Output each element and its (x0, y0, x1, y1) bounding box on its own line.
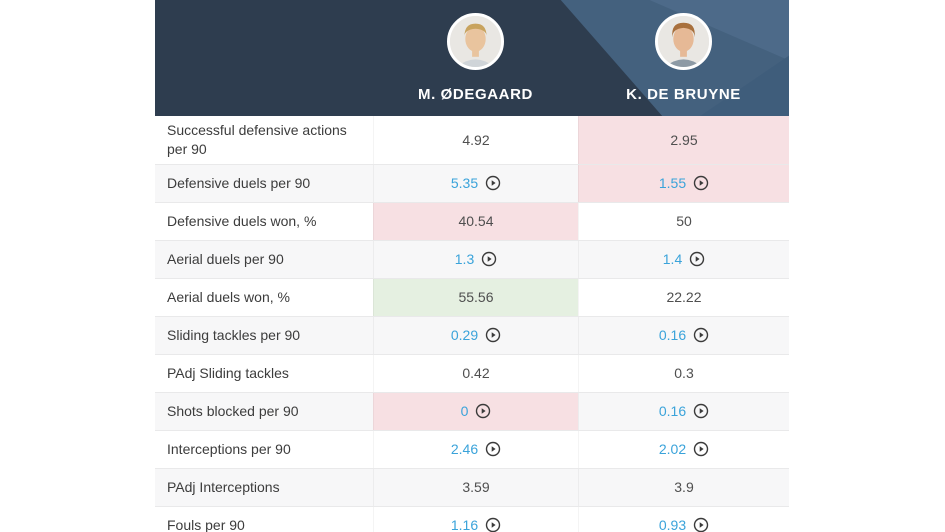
stat-value-odegaard: 0 (373, 392, 578, 430)
stat-label: Successful defensive actions per 90 (167, 122, 347, 157)
stat-value-odegaard: 2.46 (373, 430, 578, 468)
stat-label: Fouls per 90 (167, 516, 245, 532)
stat-value-de-bruyne: 50 (578, 202, 789, 240)
player-avatar-odegaard (447, 13, 504, 70)
play-video-icon[interactable] (693, 403, 709, 419)
stat-value-text: 0.42 (462, 365, 490, 382)
play-video-icon[interactable] (485, 327, 501, 343)
play-video-icon[interactable] (481, 251, 497, 267)
stat-value-odegaard: 3.59 (373, 468, 578, 506)
stat-label: Shots blocked per 90 (167, 402, 299, 419)
stat-value-text[interactable]: 2.46 (450, 441, 479, 458)
comparison-header: M. ØDEGAARD K. DE BRUYNE (155, 0, 789, 116)
table-row: Aerial duels per 90 1.3 1.4 (155, 240, 789, 279)
stat-value-de-bruyne: 0.3 (578, 354, 789, 392)
play-video-icon[interactable] (485, 175, 501, 191)
stat-value-text: 3.59 (462, 479, 490, 496)
play-video-icon[interactable] (693, 517, 709, 532)
stat-value-odegaard: 40.54 (373, 202, 578, 240)
stat-value-odegaard: 55.56 (373, 278, 578, 316)
stat-label: Interceptions per 90 (167, 440, 291, 457)
player-name-de-bruyne: K. DE BRUYNE (626, 86, 741, 103)
stat-value-de-bruyne: 1.55 (578, 164, 789, 202)
stat-label: Defensive duels won, % (167, 212, 317, 229)
table-row: Defensive duels per 90 5.35 1.55 (155, 164, 789, 203)
header-spacer (155, 0, 373, 116)
stat-value-text[interactable]: 0.93 (658, 517, 687, 532)
stat-label: Defensive duels per 90 (167, 174, 311, 191)
stat-value-text[interactable]: 2.02 (658, 441, 687, 458)
stat-value-de-bruyne: 0.93 (578, 506, 789, 532)
stat-value-odegaard: 1.3 (373, 240, 578, 278)
stat-value-de-bruyne: 2.95 (578, 116, 789, 164)
stat-label: PAdj Sliding tackles (167, 364, 289, 381)
stat-label: Aerial duels won, % (167, 288, 290, 305)
player-avatar-de-bruyne (655, 13, 712, 70)
stat-value-de-bruyne: 0.16 (578, 392, 789, 430)
stat-value-text: 40.54 (458, 213, 494, 230)
odegaard-portrait-icon (450, 16, 501, 67)
play-video-icon[interactable] (689, 251, 705, 267)
stat-label: Sliding tackles per 90 (167, 326, 301, 343)
stat-value-odegaard: 0.29 (373, 316, 578, 354)
table-row: Successful defensive actions per 90 4.92… (155, 116, 789, 165)
play-video-icon[interactable] (475, 403, 491, 419)
stat-value-text: 0.3 (674, 365, 694, 382)
stat-value-text[interactable]: 1.3 (454, 251, 475, 268)
play-video-icon[interactable] (485, 441, 501, 457)
stat-value-text[interactable]: 0.16 (658, 403, 687, 420)
table-row: Interceptions per 90 2.46 2.02 (155, 430, 789, 469)
stat-value-odegaard: 0.42 (373, 354, 578, 392)
stat-value-de-bruyne: 3.9 (578, 468, 789, 506)
table-row: Fouls per 90 1.16 0.93 (155, 506, 789, 532)
stat-value-text: 3.9 (674, 479, 694, 496)
table-row: Defensive duels won, % 40.54 50 (155, 202, 789, 241)
stat-value-odegaard: 4.92 (373, 116, 578, 164)
stat-value-text[interactable]: 1.55 (658, 175, 687, 192)
stat-value-odegaard: 5.35 (373, 164, 578, 202)
player-name-odegaard: M. ØDEGAARD (418, 86, 533, 103)
table-row: PAdj Sliding tackles 0.42 0.3 (155, 354, 789, 393)
stat-value-de-bruyne: 2.02 (578, 430, 789, 468)
player-column-left: M. ØDEGAARD (373, 0, 578, 116)
play-video-icon[interactable] (693, 327, 709, 343)
stat-value-de-bruyne: 1.4 (578, 240, 789, 278)
stat-value-text[interactable]: 0.29 (450, 327, 479, 344)
stat-value-text: 2.95 (670, 131, 698, 148)
player-column-right: K. DE BRUYNE (578, 0, 789, 116)
table-row: Sliding tackles per 90 0.29 0.16 (155, 316, 789, 355)
play-video-icon[interactable] (693, 175, 709, 191)
stat-value-text[interactable]: 5.35 (450, 175, 479, 192)
stat-value-de-bruyne: 0.16 (578, 316, 789, 354)
stat-value-text: 50 (676, 213, 692, 230)
stat-rows: Successful defensive actions per 90 4.92… (155, 116, 789, 532)
table-row: Aerial duels won, % 55.56 22.22 (155, 278, 789, 317)
stat-value-odegaard: 1.16 (373, 506, 578, 532)
stat-value-text[interactable]: 1.16 (450, 517, 479, 532)
table-row: Shots blocked per 90 0 0.16 (155, 392, 789, 431)
de-bruyne-portrait-icon (658, 16, 709, 67)
stat-label: Aerial duels per 90 (167, 250, 284, 267)
stat-label: PAdj Interceptions (167, 478, 280, 495)
play-video-icon[interactable] (485, 517, 501, 532)
stat-value-text: 4.92 (462, 131, 490, 148)
stat-value-text[interactable]: 0 (460, 403, 469, 420)
stat-value-text: 22.22 (666, 289, 702, 306)
stat-value-text[interactable]: 1.4 (662, 251, 683, 268)
play-video-icon[interactable] (693, 441, 709, 457)
table-row: PAdj Interceptions 3.59 3.9 (155, 468, 789, 507)
stat-value-text: 55.56 (458, 289, 494, 306)
stat-value-de-bruyne: 22.22 (578, 278, 789, 316)
stat-value-text[interactable]: 0.16 (658, 327, 687, 344)
player-comparison-table: M. ØDEGAARD K. DE BRUYNE (155, 0, 789, 532)
